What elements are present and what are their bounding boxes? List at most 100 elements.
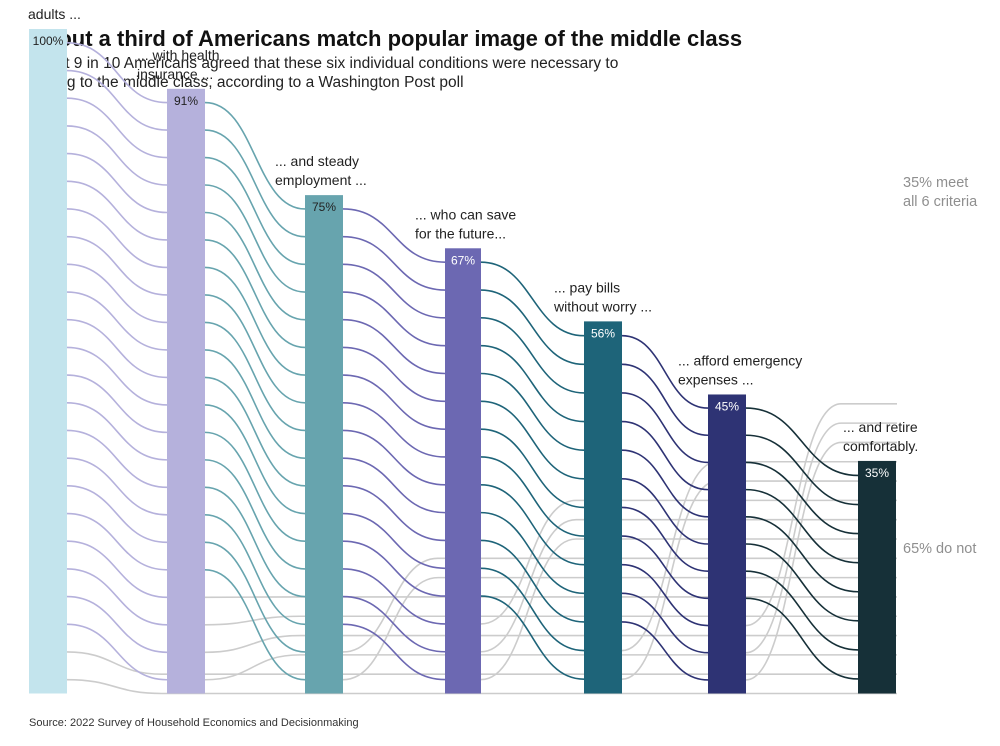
stage-caption: ... with health insurance ... <box>137 47 220 82</box>
flow-strand <box>342 568 446 625</box>
dropout-strand <box>745 422 897 654</box>
stage-value-label: 35% <box>865 466 889 480</box>
stage-bar <box>167 88 205 694</box>
flow-strand <box>342 595 446 653</box>
dropout-strand <box>745 403 897 627</box>
flow-strand <box>66 623 168 681</box>
flow-strand <box>342 401 446 458</box>
flow-strand <box>745 543 859 622</box>
flow-strand <box>745 516 859 593</box>
flow-strand <box>480 428 585 509</box>
dropout-strand <box>204 615 897 626</box>
source-note: Source: 2022 Survey of Household Economi… <box>29 717 359 729</box>
dropout-strand <box>66 651 897 675</box>
flow-strand <box>204 514 306 626</box>
flow-strand <box>342 291 446 347</box>
flow-strand <box>204 101 306 210</box>
flow-strand <box>204 211 306 321</box>
flow-strand <box>204 321 306 432</box>
flow-strand <box>66 125 168 186</box>
stage-value-label: 45% <box>715 399 739 413</box>
flow-strand <box>621 535 709 600</box>
dropout-strand <box>204 654 897 681</box>
stage-caption: Americanadults ... <box>28 0 87 22</box>
flow-strand <box>342 318 446 375</box>
flow-strand <box>204 129 306 238</box>
flow-strand <box>621 621 709 681</box>
stage-bar <box>305 195 343 694</box>
chart-labels: 100% Americanadults ... 91% ... with health… <box>28 0 978 557</box>
dropout-strand <box>480 538 897 681</box>
flow-strand <box>621 363 709 437</box>
flow-strand <box>342 485 446 542</box>
flow-strand <box>66 512 168 571</box>
flow-strand <box>204 239 306 349</box>
flow-strand <box>342 346 446 403</box>
flow-strands <box>66 42 897 695</box>
flow-strand <box>621 334 709 409</box>
flow-strand <box>66 540 168 599</box>
stage-caption: ... afford emergency expenses ... <box>678 352 802 387</box>
stage-value-label: 91% <box>174 94 198 108</box>
flow-strand <box>342 235 446 291</box>
flow-strand <box>66 429 168 489</box>
flow-strand <box>621 392 709 464</box>
stage-value-label: 67% <box>451 253 475 267</box>
flow-strand <box>745 434 859 506</box>
flow-strand <box>66 263 168 324</box>
flow-strand <box>621 449 709 518</box>
flow-strand <box>204 459 306 570</box>
flow-strand <box>342 429 446 486</box>
flow-strand <box>342 208 446 263</box>
stage-value-label: 56% <box>591 326 615 340</box>
flow-strand <box>480 400 585 480</box>
dropout-strand <box>342 557 897 653</box>
flow-strand <box>204 349 306 459</box>
dropout-strand <box>204 634 897 654</box>
chart-subtitle: About 9 in 10 Americans agreed that thes… <box>29 55 619 91</box>
dropout-strand <box>621 480 897 680</box>
flow-strand <box>480 595 585 680</box>
stage-caption: ... and retire comfortably. <box>843 419 918 454</box>
flow-strand <box>342 623 446 681</box>
flow-strand <box>745 407 859 477</box>
flow-strand <box>66 291 168 351</box>
flow-strand <box>480 317 585 394</box>
flow-strand <box>66 42 168 104</box>
flow-strand <box>66 318 168 379</box>
flow-strand <box>621 563 709 627</box>
flow-strand <box>621 592 709 654</box>
flow-strand <box>745 461 859 535</box>
flow-strand <box>66 595 168 654</box>
dropout-strand <box>745 441 897 681</box>
stage-caption: ... pay bills without worry ... <box>553 279 652 314</box>
flow-strand <box>204 541 306 653</box>
flow-strand <box>480 261 585 337</box>
flow-strand <box>66 208 168 269</box>
flow-strand <box>66 568 168 626</box>
flow-strand <box>204 376 306 487</box>
flow-strand <box>480 289 585 366</box>
stage-bar <box>708 394 746 694</box>
flow-strand <box>204 431 306 543</box>
flow-strand <box>342 457 446 514</box>
flow-strand <box>204 294 306 404</box>
flow-strand <box>204 404 306 515</box>
flow-strand <box>204 569 306 681</box>
stage-bar <box>858 460 896 694</box>
stage-caption: ... and steady employment ... <box>275 153 367 188</box>
stage-value-label: 100% <box>33 34 64 48</box>
flow-strand <box>204 184 306 293</box>
flow-strand <box>342 512 446 570</box>
flow-strand <box>621 420 709 491</box>
flow-strand <box>66 485 168 544</box>
flow-strand <box>621 506 709 572</box>
flow-strand <box>480 567 585 652</box>
flow-strand <box>342 374 446 430</box>
flow-strand <box>480 511 585 595</box>
flow-strand <box>204 486 306 598</box>
flow-strand <box>204 156 306 266</box>
flow-strand <box>745 597 859 680</box>
flow-strand <box>745 488 859 564</box>
